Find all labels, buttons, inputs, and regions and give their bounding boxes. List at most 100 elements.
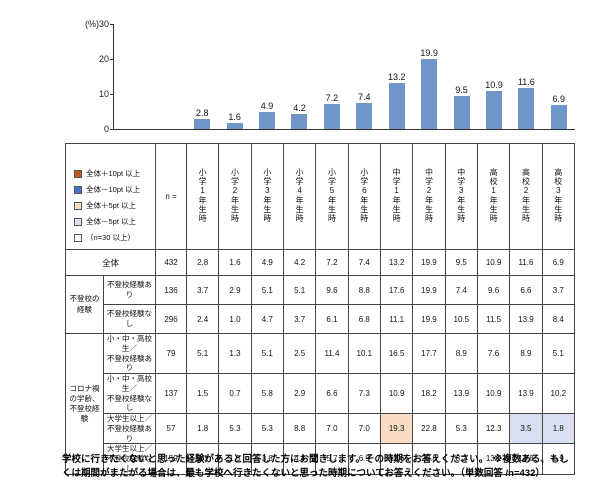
column-header-label: 中学2年生時 bbox=[424, 168, 434, 223]
data-cell: 5.3 bbox=[444, 412, 478, 445]
legend-cell: 全体＋10pt 以上 全体－10pt 以上 全体＋5pt 以上 全体－5pt 以上 （n… bbox=[65, 143, 156, 250]
survey-table: 全体＋10pt 以上 全体－10pt 以上 全体＋5pt 以上 全体－5pt 以上 （n… bbox=[65, 143, 576, 475]
column-header-label: 小学4年生時 bbox=[295, 168, 305, 223]
data-cell: 7.0 bbox=[347, 412, 381, 445]
legend-item: （n=30 以上） bbox=[74, 233, 155, 242]
y-axis-tick bbox=[110, 94, 113, 95]
data-cell: 6.1 bbox=[315, 304, 349, 334]
y-axis-tick bbox=[110, 24, 113, 25]
data-cell: 6.9 bbox=[541, 443, 576, 475]
legend-item: 全体＋10pt 以上 bbox=[74, 169, 155, 178]
data-cell: 13.8 bbox=[509, 443, 543, 475]
y-axis-tick bbox=[110, 59, 113, 60]
data-cell: 1.8 bbox=[541, 412, 576, 445]
column-header: 高校2年生時 bbox=[509, 143, 543, 250]
bar-value-label: 10.9 bbox=[485, 79, 503, 90]
data-cell: 6.6 bbox=[509, 275, 543, 305]
legend-item: 全体＋5pt 以上 bbox=[74, 201, 155, 210]
row-group-label: コロナ禍の学齢、不登校経験 bbox=[65, 333, 104, 475]
data-cell: 9.5 bbox=[444, 249, 478, 276]
data-cell: 3.8 bbox=[250, 443, 284, 475]
data-cell: 5.1 bbox=[250, 333, 284, 374]
data-cell: 10.9 bbox=[379, 373, 414, 414]
data-cell: 2.9 bbox=[282, 373, 317, 414]
column-header: 中学3年生時 bbox=[444, 143, 478, 250]
row-label-total: 全体 bbox=[65, 249, 156, 276]
data-cell: 2.8 bbox=[185, 249, 220, 276]
legend-label: 全体＋5pt 以上 bbox=[86, 201, 137, 210]
table-row: 不登校経験なし 296 2.4 1.0 4.7 3.7 6.1 6.8 11.1 19.9 10.5… bbox=[66, 304, 576, 334]
data-cell: 9.6 bbox=[476, 275, 511, 305]
data-cell: 8.9 bbox=[509, 333, 543, 374]
data-cell: 1.0 bbox=[218, 304, 252, 334]
row-group-label: 不登校の経験 bbox=[65, 275, 104, 334]
bar-value-label: 1.6 bbox=[228, 112, 241, 123]
survey-table-body: 全体＋10pt 以上 全体－10pt 以上 全体＋5pt 以上 全体－5pt 以上 （n… bbox=[65, 143, 576, 475]
n-value: 57 bbox=[155, 412, 187, 445]
data-cell: 16.5 bbox=[379, 333, 414, 374]
data-cell: 3.7 bbox=[541, 275, 576, 305]
column-header: 中学2年生時 bbox=[412, 143, 446, 250]
bar-value-label: 13.2 bbox=[387, 71, 406, 82]
data-cell: 6.6 bbox=[315, 373, 349, 414]
n-value: 79 bbox=[155, 333, 187, 374]
column-header-label: 高校3年生時 bbox=[553, 168, 563, 223]
bar bbox=[388, 82, 405, 129]
legend-label: 全体－5pt 以上 bbox=[86, 217, 137, 226]
n-value: 432 bbox=[155, 249, 187, 276]
n-value: 159 bbox=[155, 443, 187, 475]
data-cell: 5.1 bbox=[541, 333, 576, 374]
bar bbox=[356, 103, 373, 129]
legend-item: 全体－5pt 以上 bbox=[74, 217, 155, 226]
column-header: 小学3年生時 bbox=[250, 143, 284, 250]
bar-value-label: 7.2 bbox=[325, 92, 339, 103]
bar bbox=[550, 104, 567, 129]
column-header: 小学6年生時 bbox=[347, 143, 381, 250]
y-axis-line bbox=[113, 24, 114, 129]
data-cell: 19.9 bbox=[412, 304, 446, 334]
y-axis-tick-label: (%)30 bbox=[84, 19, 109, 29]
column-header: 中学1年生時 bbox=[379, 143, 414, 250]
row-label: 小・中・高校生／ 不登校経験なし bbox=[103, 373, 156, 414]
column-header: 高校1年生時 bbox=[476, 143, 511, 250]
legend-label: 全体－10pt 以上 bbox=[86, 185, 141, 194]
y-axis-tick-label: 10 bbox=[98, 89, 109, 99]
row-label: 不登校経験あり bbox=[103, 275, 156, 305]
data-cell: 8.8 bbox=[282, 412, 317, 445]
bar bbox=[259, 111, 276, 129]
column-header-label: 高校1年生時 bbox=[489, 168, 499, 223]
column-header-label: 高校2年生時 bbox=[521, 168, 531, 223]
data-cell: 22.8 bbox=[412, 412, 446, 445]
data-cell: 9.6 bbox=[315, 275, 349, 305]
data-cell: 10.9 bbox=[476, 249, 511, 276]
data-cell: 4.7 bbox=[250, 304, 284, 334]
table-row: 大学生以上／ 不登校経験あり 57 1.8 5.3 5.3 8.8 7.0 7.0 19.3 22… bbox=[66, 412, 576, 445]
data-cell: 1.3 bbox=[218, 443, 252, 475]
data-cell: 13.9 bbox=[509, 373, 543, 414]
table-header-row: 全体＋10pt 以上 全体－10pt 以上 全体＋5pt 以上 全体－5pt 以上 （n… bbox=[65, 143, 576, 250]
data-cell: 7.2 bbox=[315, 249, 349, 276]
table-row: 大学生以上／ 不登校経験なし 159 3.1 1.3 3.8 4.4 5.7 6.9 12.6 2… bbox=[66, 443, 576, 475]
legend-label: 全体＋10pt 以上 bbox=[86, 169, 141, 178]
bar-value-label: 9.5 bbox=[455, 84, 468, 95]
data-cell: 7.0 bbox=[315, 412, 349, 445]
bar-value-label: 19.9 bbox=[420, 48, 438, 59]
legend-label: （n=30 以上） bbox=[86, 233, 135, 242]
data-cell: 19.3 bbox=[379, 412, 414, 445]
bar bbox=[194, 119, 211, 129]
data-cell: 0.7 bbox=[218, 373, 252, 414]
row-label: 大学生以上／ 不登校経験なし bbox=[103, 443, 156, 475]
bar bbox=[226, 123, 243, 129]
data-cell: 1.5 bbox=[185, 373, 220, 414]
data-cell: 3.7 bbox=[185, 275, 220, 305]
minus10-swatch bbox=[74, 185, 82, 194]
data-cell: 19.9 bbox=[412, 249, 446, 276]
data-cell: 18.2 bbox=[412, 373, 446, 414]
bar bbox=[421, 59, 438, 129]
legend-item: 全体－10pt 以上 bbox=[74, 185, 155, 194]
data-cell: 11.4 bbox=[315, 333, 349, 374]
data-cell: 10.2 bbox=[541, 373, 576, 414]
bar bbox=[518, 88, 535, 129]
data-cell: 7.4 bbox=[347, 249, 381, 276]
data-cell: 13.9 bbox=[509, 304, 543, 334]
